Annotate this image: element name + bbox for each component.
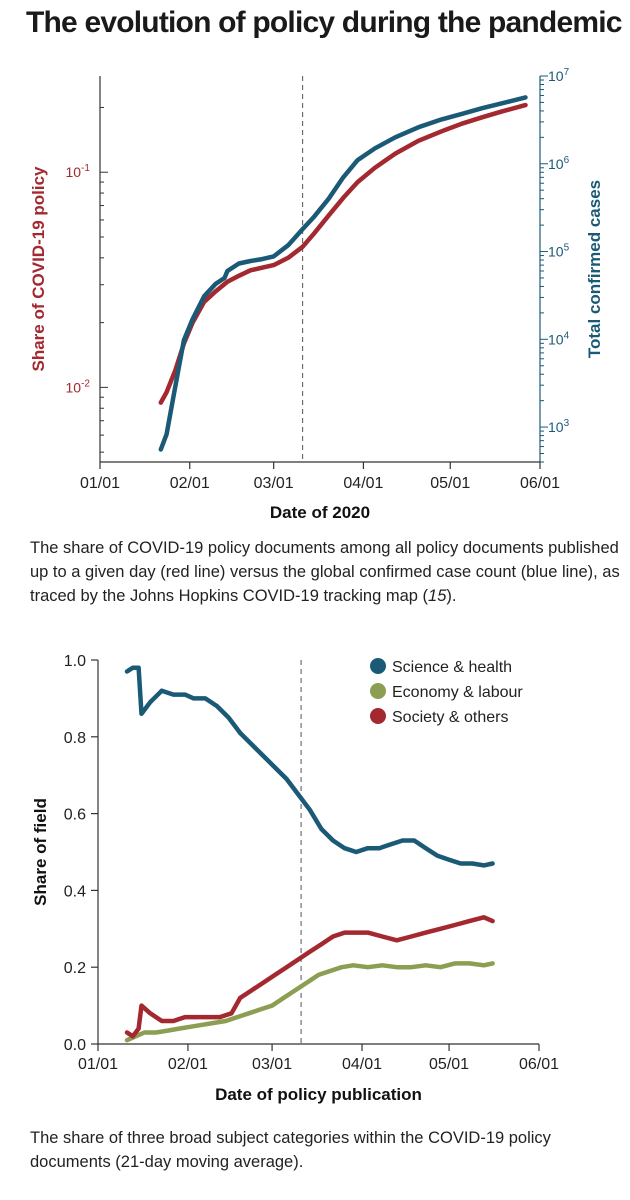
chart2-legend-label: Science & health (392, 659, 512, 676)
chart2-legend-marker (370, 708, 386, 724)
chart1-right-tick-label: 106 (548, 155, 570, 172)
chart1-right-tick-label: 103 (548, 418, 570, 435)
chart2-series-line (124, 665, 495, 868)
chart1-right-axis-title: Total confirmed cases (585, 180, 604, 358)
chart2-x-tick-label: 04/01 (342, 1056, 382, 1073)
chart2-legend-marker (370, 683, 386, 699)
chart2-y-tick-label: 0.0 (64, 1037, 86, 1054)
chart2-legend-label: Economy & labour (392, 684, 523, 701)
chart2-x-axis-title: Date of policy publication (215, 1085, 422, 1104)
chart2-y-axis-title: Share of field (31, 798, 50, 906)
chart1-right-tick-label: 104 (548, 330, 570, 347)
chart1-left-tick-label: 10-2 (66, 378, 91, 395)
chart1-x-tick-label: 05/01 (430, 475, 470, 492)
chart1-right-tick-label: 107 (548, 67, 570, 84)
chart2-x-tick-label: 03/01 (252, 1056, 292, 1073)
chart2-legend-label: Society & others (392, 709, 509, 726)
chart2-y-tick-label: 0.8 (64, 730, 86, 747)
chart1-caption: The share of COVID-19 policy documents a… (30, 536, 620, 608)
chart1-series-blue-line (158, 95, 528, 452)
chart2-y-tick-label: 0.2 (64, 960, 86, 977)
chart1-x-tick-label: 06/01 (520, 475, 560, 492)
page-title: The evolution of policy during the pande… (26, 6, 622, 39)
chart2-x-tick-label: 06/01 (519, 1056, 559, 1073)
chart1-left-tick-label: 10-1 (66, 163, 91, 180)
chart1-x-tick-label: 02/01 (170, 475, 210, 492)
reference-number: 15 (428, 587, 447, 605)
chart2-y-tick-label: 0.6 (64, 807, 86, 824)
chart1-x-axis-title: Date of 2020 (270, 503, 370, 522)
chart2-y-tick-label: 1.0 (64, 653, 86, 670)
chart2-series-line (124, 961, 495, 1043)
chart2-y-tick-label: 0.4 (64, 883, 86, 900)
chart2-x-tick-label: 02/01 (168, 1056, 208, 1073)
chart1-x-tick-label: 04/01 (343, 475, 383, 492)
chart1-x-tick-label: 01/01 (80, 475, 120, 492)
chart1-caption-text: The share of COVID-19 policy documents a… (30, 539, 620, 605)
chart1-right-tick-label: 105 (548, 243, 570, 260)
chart2-series-line (124, 915, 495, 1039)
chart1-left-axis-title: Share of COVID-19 policy (29, 166, 48, 372)
chart2-caption: The share of three broad subject categor… (30, 1129, 551, 1171)
chart2-x-tick-label: 05/01 (429, 1056, 469, 1073)
chart2-legend-marker (370, 658, 386, 674)
chart2-x-tick-label: 01/01 (78, 1056, 118, 1073)
chart1-x-tick-label: 03/01 (254, 475, 294, 492)
